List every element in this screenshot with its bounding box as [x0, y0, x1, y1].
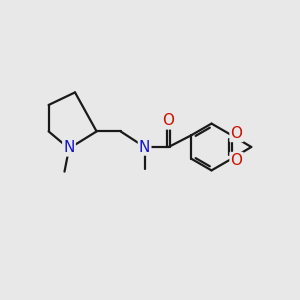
- Text: O: O: [231, 126, 243, 141]
- Text: N: N: [63, 140, 75, 155]
- Text: N: N: [139, 140, 150, 154]
- Text: O: O: [231, 153, 243, 168]
- Text: O: O: [163, 113, 175, 128]
